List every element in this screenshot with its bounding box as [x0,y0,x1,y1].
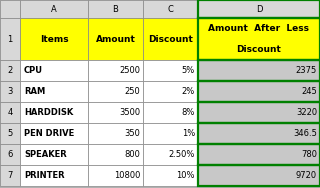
Bar [198,123,320,144]
Text: A: A [51,5,57,14]
Text: CPU: CPU [24,66,43,75]
Bar [0,81,20,102]
Bar [198,0,320,18]
Bar [198,165,320,186]
Text: 1%: 1% [182,129,195,138]
Bar [0,123,20,144]
Text: B: B [113,5,118,14]
Bar [198,60,320,81]
Bar [0,102,20,123]
Text: 3500: 3500 [119,108,140,117]
Bar [143,123,198,144]
Bar [20,102,88,123]
Text: 9720: 9720 [296,171,317,180]
Bar [88,123,143,144]
Bar [0,165,20,186]
Bar [88,81,143,102]
Text: 6: 6 [7,150,13,159]
Bar [88,18,143,60]
Bar [20,0,88,18]
Bar [198,18,320,60]
Text: 2: 2 [7,66,12,75]
Bar [143,144,198,165]
Bar [88,144,143,165]
Text: 780: 780 [301,150,317,159]
Text: 250: 250 [124,87,140,96]
Bar [198,0,320,18]
Bar [20,144,88,165]
Text: D: D [256,5,262,14]
Text: SPEAKER: SPEAKER [24,150,67,159]
Text: 350: 350 [124,129,140,138]
Text: 800: 800 [124,150,140,159]
Bar [143,60,198,81]
Bar [198,18,320,60]
Bar [0,18,20,60]
Bar [88,0,143,18]
Text: Amount: Amount [96,35,135,43]
Bar [20,18,88,60]
Bar [198,165,320,186]
Bar [143,165,198,186]
Text: RAM: RAM [24,87,45,96]
Text: 2375: 2375 [296,66,317,75]
Text: 3: 3 [7,87,13,96]
Bar [198,123,320,144]
Text: 245: 245 [301,87,317,96]
Bar [198,144,320,165]
Text: 10800: 10800 [114,171,140,180]
Bar [143,81,198,102]
Text: 8%: 8% [182,108,195,117]
Bar [143,18,198,60]
Text: C: C [168,5,173,14]
Text: 2%: 2% [182,87,195,96]
Text: 4: 4 [7,108,12,117]
Text: Items: Items [40,35,68,43]
Text: 10%: 10% [177,171,195,180]
Text: 2.50%: 2.50% [169,150,195,159]
Bar [88,165,143,186]
Bar [143,102,198,123]
Text: Discount: Discount [148,35,193,43]
Bar [198,81,320,102]
Bar [198,81,320,102]
Bar [20,165,88,186]
Bar [198,60,320,81]
Text: 5: 5 [7,129,12,138]
Bar [88,60,143,81]
Text: PEN DRIVE: PEN DRIVE [24,129,74,138]
Bar [198,102,320,123]
Text: 2500: 2500 [119,66,140,75]
Text: 7: 7 [7,171,13,180]
Text: 1: 1 [7,35,12,43]
Bar [198,144,320,165]
Bar [143,0,198,18]
Text: 346.5: 346.5 [293,129,317,138]
Bar [0,60,20,81]
Bar [20,123,88,144]
Text: HARDDISK: HARDDISK [24,108,73,117]
Bar [0,0,20,18]
Text: Amount  After  Less

Discount: Amount After Less Discount [209,24,309,54]
Bar [20,81,88,102]
Bar [0,144,20,165]
Bar [20,60,88,81]
Bar [198,102,320,123]
Text: PRINTER: PRINTER [24,171,65,180]
Text: 3220: 3220 [296,108,317,117]
Text: 5%: 5% [182,66,195,75]
Bar [88,102,143,123]
